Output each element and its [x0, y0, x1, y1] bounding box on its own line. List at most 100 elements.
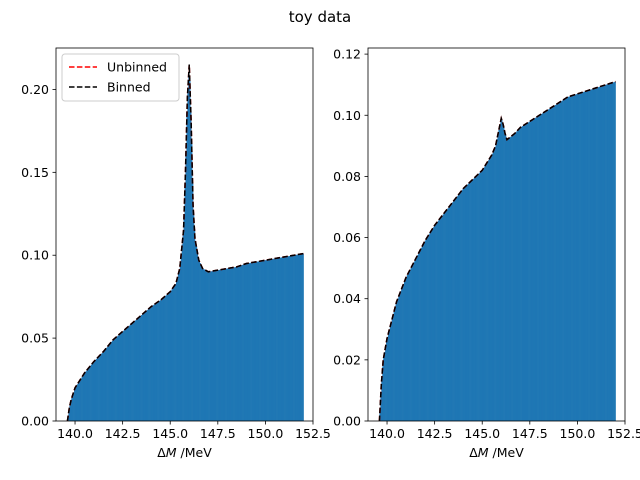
histogram-bar: [97, 357, 99, 421]
y-tick-label: 0.00: [21, 414, 49, 429]
histogram-bar: [476, 175, 478, 421]
y-tick-label: 0.02: [333, 352, 361, 367]
histogram-bar: [142, 314, 144, 421]
histogram-bar: [431, 229, 433, 421]
histogram-bar: [294, 255, 296, 421]
histogram-bar: [389, 325, 392, 421]
histogram-bar: [252, 262, 254, 421]
figure-title: toy data: [288, 8, 352, 26]
histogram-bar: [147, 309, 149, 421]
histogram-bar: [524, 124, 527, 421]
histogram-bar: [132, 322, 134, 421]
histogram-bar: [484, 166, 486, 421]
legend: Unbinned Binned: [61, 53, 180, 102]
histogram-bar: [541, 113, 544, 421]
histogram-bar: [111, 340, 114, 421]
histogram-bar: [204, 269, 206, 421]
histogram-bar: [202, 268, 204, 421]
histogram-bar: [237, 266, 239, 421]
histogram-bar: [227, 268, 230, 421]
histogram-bar: [137, 318, 139, 421]
histogram-bar: [574, 94, 577, 421]
histogram-bar: [474, 177, 477, 421]
histogram-bar: [205, 270, 207, 421]
histogram-bar: [597, 87, 599, 422]
histogram-bar: [470, 181, 472, 421]
histogram-bar: [553, 106, 555, 421]
histogram-bar: [150, 306, 152, 421]
histogram-bar: [464, 187, 466, 421]
histogram-bar: [452, 202, 454, 421]
histogram-bar: [551, 107, 553, 421]
histogram-bar: [394, 307, 396, 421]
histogram-bar: [234, 267, 236, 421]
histogram-bar: [412, 264, 414, 421]
histogram-bar: [425, 238, 427, 421]
histogram-bar: [534, 118, 536, 422]
axes-frame: [367, 47, 626, 422]
histogram-bar: [424, 240, 427, 421]
histogram-bar: [298, 254, 301, 421]
histogram-bar: [272, 258, 274, 421]
histogram-bar: [78, 381, 81, 421]
histogram-bar: [260, 261, 262, 421]
histogram-bar: [488, 160, 490, 421]
histogram-bar: [130, 324, 132, 421]
histogram-bar: [578, 93, 580, 421]
histogram-bar: [438, 219, 441, 421]
histogram-bar: [433, 226, 435, 421]
histogram-bar: [504, 131, 506, 421]
histogram-bar: [136, 319, 138, 421]
histogram-bar: [556, 103, 559, 421]
histogram-bar: [393, 311, 395, 421]
histogram-bar: [208, 271, 210, 421]
histogram-bar: [183, 215, 185, 421]
histogram-bar: [166, 294, 168, 421]
histogram-bar: [500, 120, 502, 421]
histogram-bar: [108, 344, 111, 421]
axes-frame: [55, 47, 314, 422]
histogram-bar: [471, 180, 473, 421]
histogram-bar: [128, 325, 131, 421]
histogram-bar: [258, 261, 260, 421]
histogram-bar: [567, 96, 569, 421]
histogram-bar: [122, 331, 124, 421]
histogram-bar: [284, 256, 286, 421]
histogram-bar: [413, 262, 415, 421]
histogram-bar: [601, 86, 603, 422]
histogram-bar: [543, 112, 546, 421]
histogram-bar: [432, 228, 434, 421]
histogram-bar: [560, 101, 563, 422]
histogram-bar: [382, 366, 384, 421]
histogram-bar: [422, 244, 425, 421]
histogram-bar: [76, 384, 79, 421]
histogram-bar: [473, 177, 476, 421]
histogram-bar: [418, 253, 420, 421]
histogram-bar: [434, 225, 436, 421]
histogram-bar: [398, 296, 400, 421]
histogram-bar: [125, 328, 128, 421]
histogram-bar: [156, 302, 158, 421]
histogram-bar: [240, 265, 242, 421]
histogram-bar: [483, 167, 485, 421]
histogram-bar: [99, 355, 101, 421]
histogram-bar: [149, 307, 151, 421]
histogram-bar: [509, 137, 512, 421]
histogram-bar: [457, 194, 460, 421]
histogram-bar: [572, 95, 574, 422]
histogram-bar: [231, 267, 234, 421]
histogram-bar: [206, 270, 208, 421]
histogram-bar: [293, 255, 295, 421]
histogram-bar: [526, 123, 529, 422]
histogram-bar: [559, 101, 562, 421]
histogram-bar: [184, 186, 186, 421]
histogram-bar: [401, 288, 403, 421]
histogram-bar: [180, 253, 183, 421]
histogram-bar: [230, 267, 233, 421]
histogram-bar: [496, 138, 498, 421]
histogram-bar: [441, 215, 444, 421]
histogram-bar: [409, 269, 411, 421]
histogram-bar: [86, 370, 88, 421]
histogram-bar: [446, 209, 448, 421]
chart-panel-2: 140.0 142.5 145.0 147.5 150.0 152.5 0.00 0.02 0.…: [333, 47, 640, 460]
